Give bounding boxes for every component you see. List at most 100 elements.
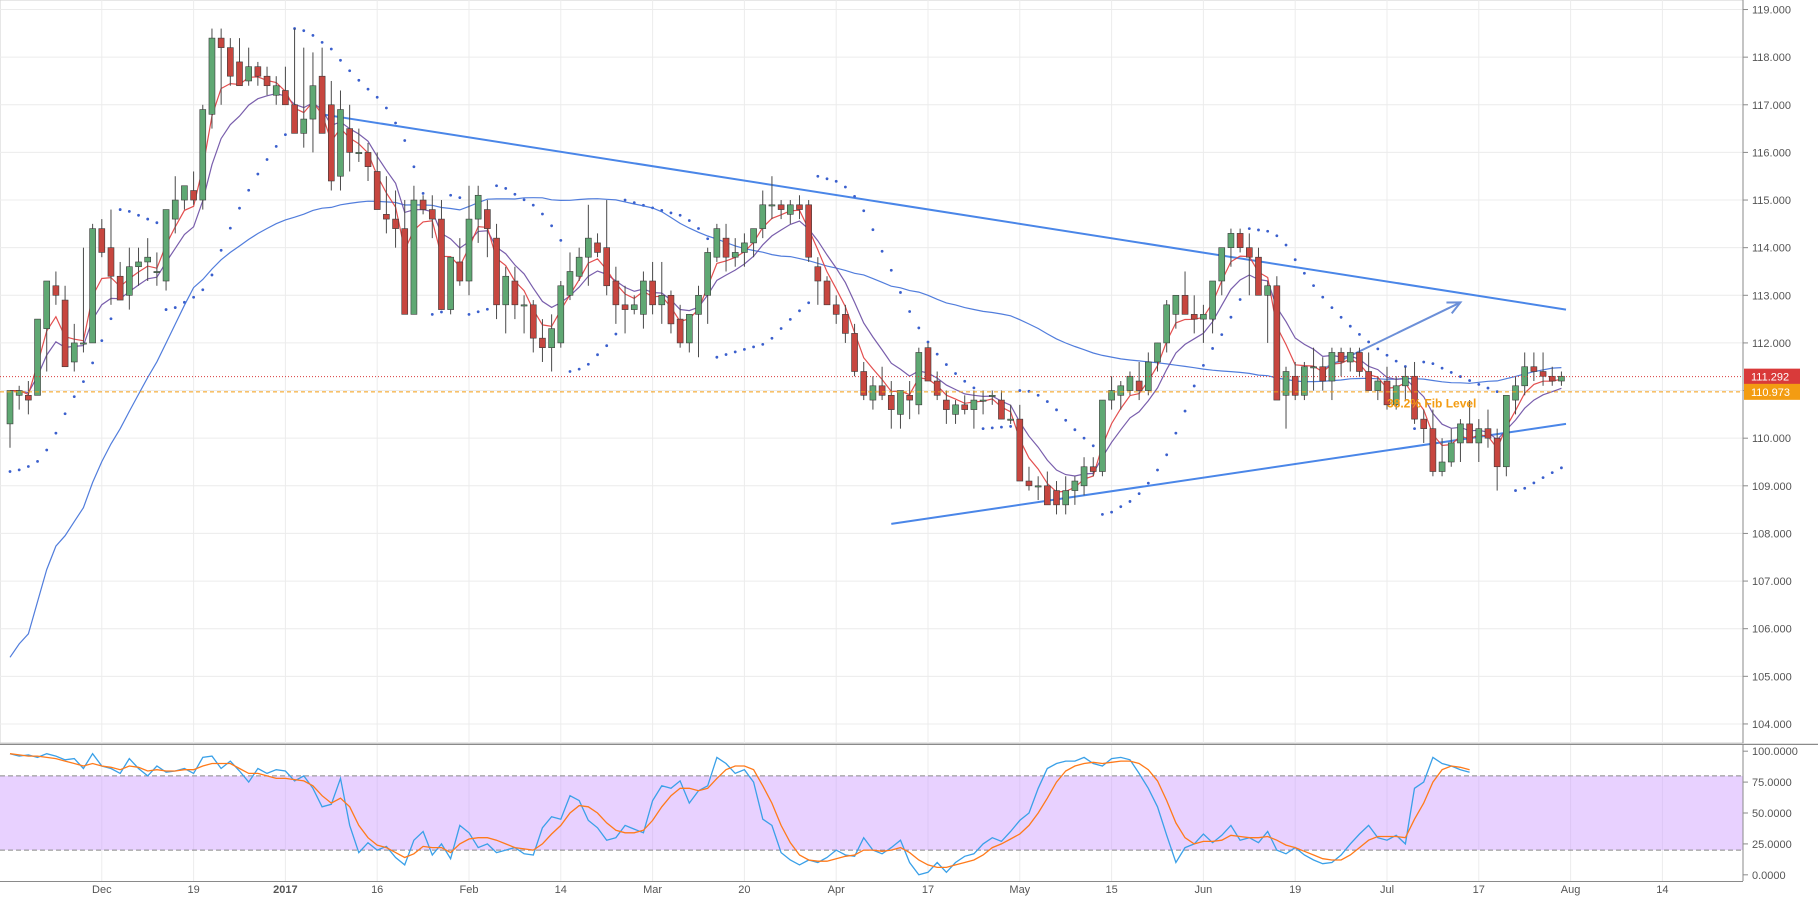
candle-up xyxy=(731,252,739,258)
candle-up xyxy=(750,228,757,244)
osc-tick-label: 25.0000 xyxy=(1752,839,1792,851)
time-tick-label: 16 xyxy=(371,884,383,896)
price-pane-background xyxy=(0,0,1744,744)
ema-mid-line xyxy=(10,92,1562,477)
sar-dot xyxy=(678,213,682,217)
sar-dot xyxy=(1000,425,1003,429)
sar-dot xyxy=(1128,500,1132,503)
candle-down xyxy=(676,318,684,344)
sar-dot xyxy=(412,165,416,169)
time-tick-label: 17 xyxy=(1473,884,1485,896)
sar-dot xyxy=(623,198,627,202)
osc-tick-label: 100.0000 xyxy=(1752,746,1798,758)
candle-down xyxy=(878,385,886,396)
sar-dot xyxy=(495,184,498,188)
price-level-badge xyxy=(1744,383,1800,400)
sar-dot xyxy=(127,209,131,213)
candle-down xyxy=(1236,233,1244,248)
candle-up xyxy=(1126,375,1134,391)
candle-down xyxy=(1246,247,1253,258)
candle-down xyxy=(594,242,601,253)
sar-dot xyxy=(458,196,462,200)
candle-up xyxy=(1402,375,1409,387)
oscillator-axis-panel[interactable] xyxy=(1743,745,1818,881)
sar-dot xyxy=(715,355,719,359)
candle-up xyxy=(1392,385,1400,406)
candle-down xyxy=(291,104,298,134)
price-tick-label: 114.000 xyxy=(1752,243,1791,255)
candle-down xyxy=(1420,418,1428,429)
candle-down xyxy=(887,395,895,410)
time-tick-label: Feb xyxy=(460,884,479,896)
candle-down xyxy=(1255,256,1262,296)
sar-dot xyxy=(320,40,324,44)
candle-up xyxy=(1062,490,1069,506)
candle-up xyxy=(520,304,528,307)
sar-dot xyxy=(36,460,39,463)
price-tick-label: 113.000 xyxy=(1752,290,1791,302)
price-tick-label: 116.000 xyxy=(1752,147,1791,159)
sar-dot xyxy=(1449,371,1453,374)
sar-dot xyxy=(843,185,847,189)
sar-dot xyxy=(54,431,58,435)
candle-down xyxy=(529,304,537,339)
candle-down xyxy=(227,47,234,77)
candle-down xyxy=(456,261,464,282)
price-tick-label: 106.000 xyxy=(1752,624,1792,636)
time-tick-label: Jun xyxy=(1195,884,1213,896)
candle-up xyxy=(1034,485,1042,488)
sar-dot xyxy=(1036,393,1040,397)
price-tick-label: 105.000 xyxy=(1752,671,1792,683)
sar-dot xyxy=(1229,315,1233,319)
stoch-k-line xyxy=(9,752,1470,876)
sar-dot xyxy=(284,133,287,137)
sar-dot xyxy=(862,209,866,213)
time-axis-ticks[interactable]: Dec 19 2017 16 Feb 14 Mar 20 Apr 17 May 15 Jun 19 Jul 1… xyxy=(92,884,1669,896)
candle-down xyxy=(906,395,913,401)
candle-up xyxy=(575,256,583,277)
sar-dot xyxy=(366,87,370,91)
sar-dot xyxy=(1541,476,1545,480)
sar-dot xyxy=(72,395,76,399)
candle-up xyxy=(915,352,923,406)
candle-down xyxy=(961,404,969,410)
sar-dot xyxy=(1284,243,1288,247)
candle-down xyxy=(649,280,656,306)
candle-up xyxy=(1099,399,1106,472)
candle-down xyxy=(1319,366,1327,382)
horizontal-levels xyxy=(0,376,1743,393)
osc-tick-label: 50.0000 xyxy=(1752,808,1792,820)
sar-dot xyxy=(421,191,425,195)
sar-dot xyxy=(247,188,251,192)
candle-down xyxy=(1365,371,1372,391)
candle-down xyxy=(327,104,335,182)
candle-down xyxy=(851,333,858,372)
candle-up xyxy=(1227,233,1235,248)
candle-up xyxy=(1264,285,1271,296)
candle-down xyxy=(805,204,812,258)
sar-dot xyxy=(513,192,517,196)
candle-up xyxy=(759,204,767,229)
sar-dot xyxy=(476,310,480,314)
candle-up xyxy=(171,199,179,220)
candle-up xyxy=(1007,418,1014,421)
candle-up xyxy=(208,37,216,115)
price-tick-label: 118.000 xyxy=(1752,52,1791,64)
candle-down xyxy=(282,90,289,106)
time-tick-label: 2017 xyxy=(273,884,297,896)
candle-up xyxy=(1447,442,1455,463)
candle-down xyxy=(777,204,785,210)
candle-down xyxy=(1025,480,1033,487)
sar-dot xyxy=(1339,315,1343,319)
oscillator-band xyxy=(0,775,1743,851)
sar-dot xyxy=(440,310,443,314)
candle-up xyxy=(1117,385,1125,396)
sar-dot xyxy=(807,301,811,305)
sar-dot xyxy=(1523,486,1527,490)
oscillator-axis-ticks: 100.0000 75.0000 50.0000 25.0000 0.0000 xyxy=(1743,746,1798,882)
candle-up xyxy=(43,280,51,329)
candle-up xyxy=(1374,380,1382,391)
sar-dot xyxy=(1550,471,1554,475)
oscillator-band-fill xyxy=(0,775,1743,851)
candle-down xyxy=(612,280,620,306)
